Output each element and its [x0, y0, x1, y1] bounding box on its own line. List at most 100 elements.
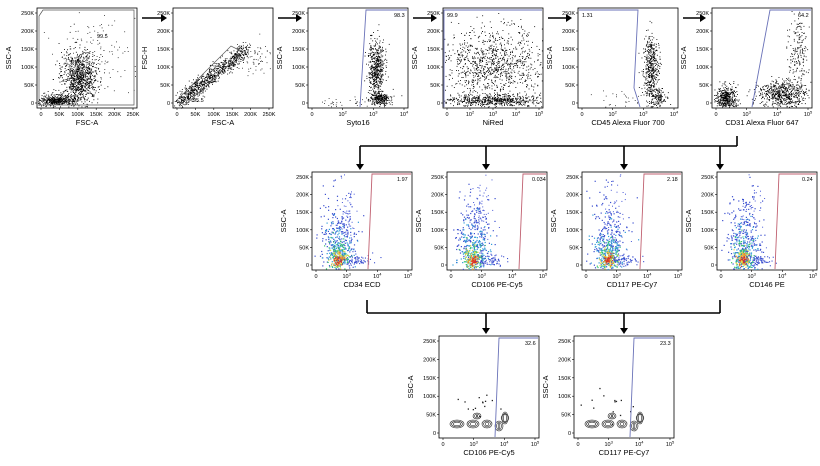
event-dot	[332, 101, 333, 103]
event-dot	[384, 98, 385, 100]
event-dot	[657, 79, 659, 81]
event-dot	[247, 51, 249, 53]
event-dot	[462, 65, 464, 67]
event-dot	[480, 70, 482, 71]
event-dot	[482, 98, 484, 100]
event-dot	[62, 97, 64, 99]
event-dot	[371, 103, 373, 105]
event-dot	[371, 48, 373, 50]
event-dot	[366, 97, 367, 99]
event-dot	[384, 104, 385, 105]
event-dot	[83, 79, 85, 81]
event-dot	[89, 71, 91, 73]
arrowhead	[620, 164, 628, 170]
event-dot	[46, 105, 47, 107]
event-dot	[649, 36, 651, 37]
event-dot	[650, 55, 652, 57]
event-dot	[377, 75, 379, 77]
event-dot	[523, 72, 524, 74]
event-dot	[54, 94, 56, 96]
event-dot	[500, 72, 501, 74]
event-dot	[77, 30, 79, 32]
event-dot	[487, 103, 488, 105]
event-dot	[373, 67, 375, 68]
event-dot	[53, 101, 55, 103]
event-dot	[86, 63, 88, 65]
event-dot	[502, 50, 503, 51]
event-dot	[519, 99, 521, 101]
event-dot	[71, 105, 73, 107]
event-dot	[447, 43, 449, 45]
event-dot	[53, 89, 55, 91]
event-dot	[650, 86, 652, 87]
event-dot	[74, 62, 76, 64]
event-dot	[79, 54, 81, 55]
event-dot	[522, 99, 523, 101]
event-dot	[247, 47, 249, 48]
event-dot	[377, 63, 379, 65]
event-dot	[493, 48, 495, 50]
event-dot	[482, 15, 484, 17]
event-dot	[200, 81, 202, 82]
event-dot	[522, 61, 524, 63]
event-dot	[532, 95, 533, 97]
event-dot	[374, 48, 376, 50]
event-dot	[220, 57, 222, 59]
event-dot	[58, 101, 59, 103]
event-dot	[238, 54, 240, 55]
y-tick-label: 50K	[565, 83, 575, 89]
event-dot	[508, 63, 510, 65]
event-dot	[81, 54, 82, 56]
event-dot	[379, 57, 381, 58]
event-dot	[469, 90, 471, 92]
event-dot	[90, 73, 92, 75]
event-dot	[225, 62, 227, 64]
event-dot	[386, 97, 388, 99]
event-dot	[368, 53, 370, 54]
event-dot	[231, 62, 233, 64]
event-dot	[468, 98, 470, 100]
event-dot	[73, 97, 75, 99]
event-dot	[487, 74, 489, 76]
event-dot	[380, 100, 382, 101]
event-dot	[190, 96, 191, 98]
event-dot	[76, 89, 78, 90]
event-dot	[377, 88, 379, 90]
event-dot	[192, 96, 194, 97]
event-dot	[209, 83, 211, 85]
event-dot	[491, 88, 493, 90]
event-dot	[378, 56, 380, 58]
event-dot	[92, 95, 93, 97]
event-dot	[203, 83, 205, 85]
event-dot	[68, 78, 70, 80]
event-dot	[70, 97, 72, 99]
event-dot	[479, 58, 481, 60]
event-dot	[496, 99, 498, 101]
event-dot	[371, 77, 373, 79]
event-dot	[99, 42, 101, 44]
event-dot	[196, 87, 198, 88]
event-dot	[187, 104, 189, 105]
event-dot	[454, 99, 456, 100]
event-dot	[70, 68, 71, 70]
event-dot	[54, 99, 55, 101]
event-dot	[374, 80, 376, 82]
event-dot	[388, 102, 390, 104]
event-dot	[534, 99, 536, 101]
event-dot	[471, 101, 473, 103]
event-dot	[479, 62, 480, 64]
event-dot	[328, 105, 330, 106]
event-dot	[214, 80, 216, 82]
event-dot	[209, 78, 210, 79]
event-dot	[459, 59, 460, 61]
event-dot	[85, 67, 87, 69]
event-dot	[68, 99, 70, 101]
event-dot	[62, 94, 64, 96]
event-dot	[73, 84, 75, 85]
event-dot	[222, 72, 224, 73]
event-dot	[509, 99, 511, 100]
event-dot	[490, 27, 492, 28]
gate	[176, 45, 244, 106]
event-dot	[650, 59, 652, 61]
event-dot	[371, 70, 373, 72]
